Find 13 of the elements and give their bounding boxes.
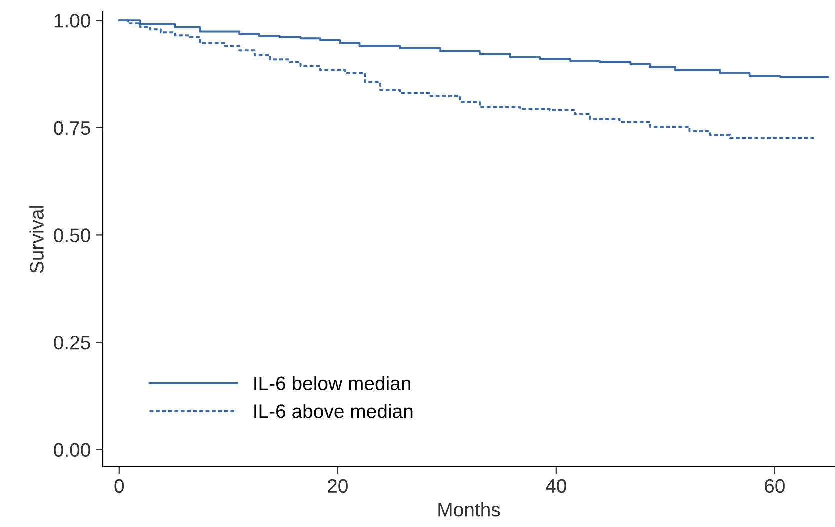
y-tick-label: 0.75 [54,121,90,136]
x-tick-label: 20 [328,479,348,494]
legend-label: IL-6 above median [254,404,413,418]
y-tick-label: 0.00 [54,443,90,458]
x-tick-label: 60 [765,479,785,494]
x-axis-title: Months [438,502,500,517]
y-tick-label: 1.00 [54,14,90,28]
legend-label: IL-6 below median [254,376,410,391]
x-tick-label: 0 [114,479,124,494]
y-tick-label: 0.25 [54,336,90,350]
y-axis-title: Survival [30,206,44,274]
x-tick-label: 40 [546,479,566,494]
y-tick-label: 0.50 [54,228,90,242]
